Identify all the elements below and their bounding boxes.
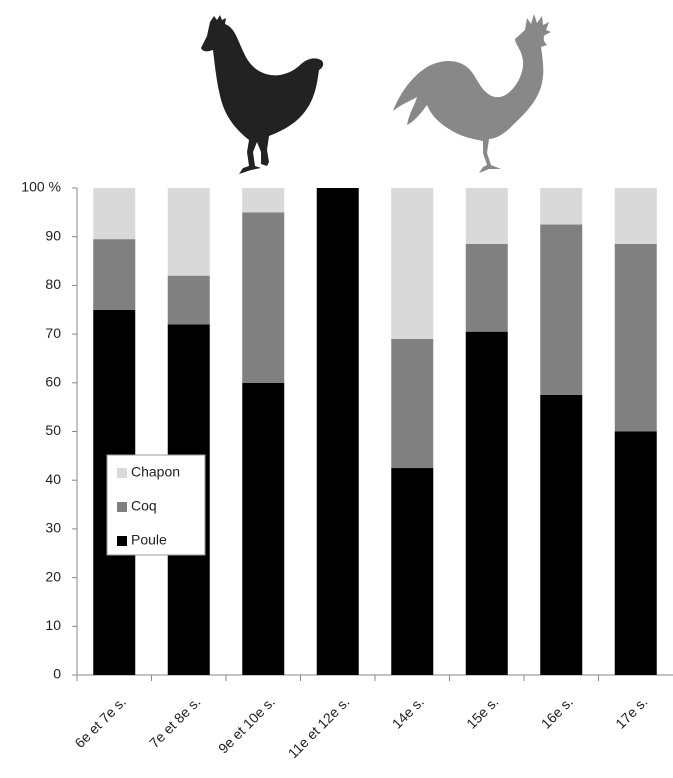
y-tick-label: 70	[45, 325, 61, 341]
y-tick-label: 10	[45, 617, 61, 633]
bar-segment	[242, 188, 285, 213]
y-tick-label: 80	[45, 276, 61, 292]
bar-segment	[391, 338, 434, 469]
y-tick-label: 30	[45, 520, 61, 536]
hen-illustration	[201, 15, 324, 174]
bar-segment	[167, 188, 210, 276]
x-tick-label: 9e et 10e s.	[215, 693, 278, 756]
bar-segment	[391, 188, 434, 339]
legend-swatch	[117, 536, 127, 546]
bar-segment	[93, 239, 136, 310]
y-tick-label: 90	[45, 227, 61, 243]
bar-segment	[242, 382, 285, 675]
bar-segment	[540, 188, 583, 225]
bar-segment	[167, 275, 210, 325]
legend-swatch	[117, 468, 127, 478]
x-tick-label: 11e et 12e s.	[285, 693, 353, 761]
bar-segment	[93, 188, 136, 240]
bar-segment	[614, 244, 657, 432]
rooster-illustration	[393, 14, 551, 173]
y-tick-label: 0	[53, 666, 61, 682]
y-tick-label: 100 %	[21, 179, 61, 195]
bar-segment	[540, 394, 583, 675]
bar-segment	[540, 224, 583, 395]
legend: Chapon Coq Poule	[106, 454, 206, 556]
legend-label: Coq	[131, 498, 157, 514]
bar-segment	[614, 431, 657, 675]
bar-segment	[242, 212, 285, 383]
legend-label: Poule	[131, 532, 167, 548]
legend-swatch	[117, 502, 127, 512]
y-tick-label: 50	[45, 422, 61, 438]
bar-segment	[465, 331, 508, 675]
y-tick-label: 60	[45, 374, 61, 390]
x-tick-label: 6e et 7e s.	[71, 693, 129, 751]
bar-segment	[465, 244, 508, 332]
x-tick-label: 14e s.	[389, 693, 427, 731]
x-tick-label: 17e s.	[612, 693, 650, 731]
y-tick-label: 40	[45, 471, 61, 487]
bar-segment	[614, 188, 657, 245]
x-tick-label: 16e s.	[538, 693, 576, 731]
x-tick-label: 7e et 8e s.	[146, 693, 204, 751]
bar-segment	[465, 188, 508, 245]
bar-segment	[316, 188, 359, 675]
x-tick-label: 15e s.	[463, 693, 501, 731]
bar-segment	[391, 468, 434, 675]
legend-label: Chapon	[131, 464, 180, 480]
y-tick-label: 20	[45, 568, 61, 584]
